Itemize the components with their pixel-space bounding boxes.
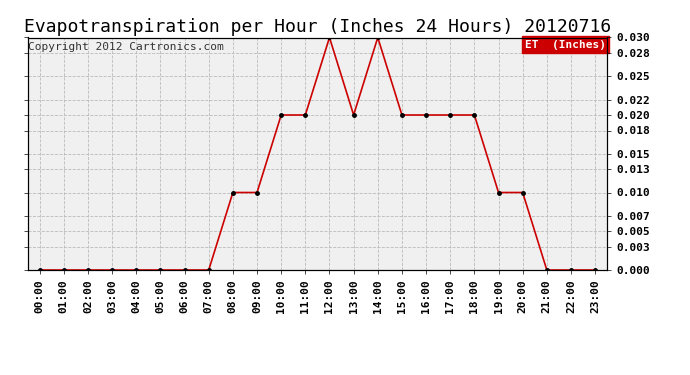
- Text: Copyright 2012 Cartronics.com: Copyright 2012 Cartronics.com: [28, 42, 224, 52]
- Title: Evapotranspiration per Hour (Inches 24 Hours) 20120716: Evapotranspiration per Hour (Inches 24 H…: [23, 18, 611, 36]
- Text: ET  (Inches): ET (Inches): [525, 40, 606, 50]
